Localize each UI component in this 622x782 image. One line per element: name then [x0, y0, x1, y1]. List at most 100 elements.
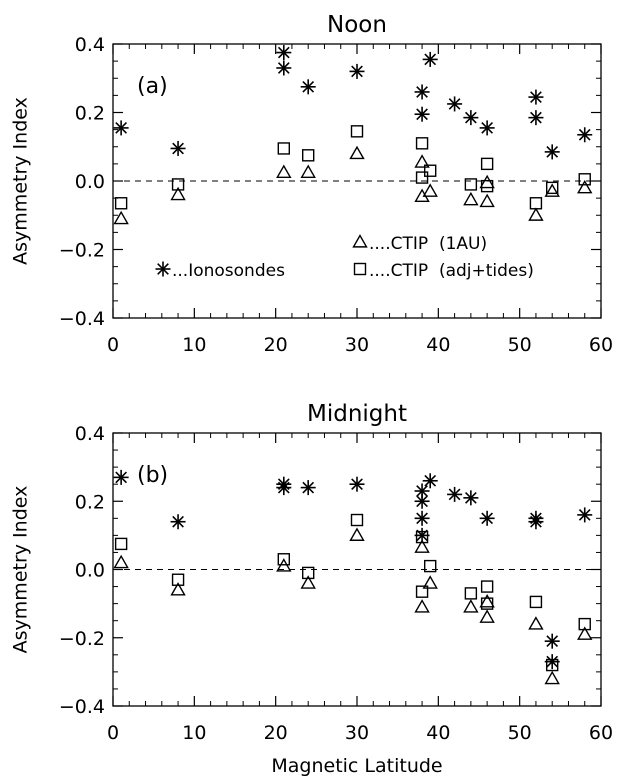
square-point — [480, 157, 494, 171]
data-points — [113, 45, 593, 225]
x-tick-label: 60 — [589, 334, 613, 356]
square-point — [546, 181, 559, 195]
triangle-point — [414, 539, 430, 553]
legend-label-ctip-1au: ....CTIP (1AU) — [369, 234, 487, 254]
triangle-point — [414, 599, 430, 613]
triangle-point — [300, 164, 316, 179]
square-point — [480, 580, 494, 593]
square-point — [302, 149, 315, 162]
legend-asterisk-symbol — [155, 261, 171, 277]
asterisk-point — [349, 476, 365, 492]
panel-noon: Noon Asymmetry Index (a) 0 10 20 30 40 50 60 0.… — [10, 12, 614, 356]
square-point — [171, 573, 185, 586]
triangle-point — [170, 582, 186, 596]
square-point — [480, 179, 494, 193]
panel-midnight: Midnight Asymmetry Index Magnetic Latitu… — [10, 401, 614, 777]
square-point — [415, 530, 429, 544]
asterisk-point — [544, 633, 560, 649]
triangle-point — [414, 154, 430, 168]
triangle-point — [463, 599, 479, 613]
asterisk-point — [463, 490, 479, 506]
asterisk-point — [414, 493, 430, 509]
y-tick-label: −0.4 — [59, 696, 105, 718]
y-tick-label: 0.2 — [75, 103, 105, 125]
triangle-point — [577, 626, 593, 640]
asterisk-point — [479, 120, 495, 136]
y-tick-label: 0.4 — [75, 423, 105, 445]
square-point — [464, 178, 478, 191]
square-point — [277, 142, 290, 155]
x-tick-label: 0 — [107, 334, 119, 356]
legend-entry-ctip-1au: ....CTIP (1AU) — [352, 234, 487, 254]
asterisk-point — [544, 144, 560, 160]
square-point — [424, 164, 437, 177]
x-tick-label: 60 — [589, 722, 613, 744]
asterisk-point — [447, 486, 463, 502]
triangle-point — [544, 183, 560, 197]
y-tick-label: 0.2 — [75, 491, 105, 513]
asterisk-point — [479, 510, 495, 526]
x-tick-label: 50 — [508, 334, 532, 356]
asterisk-point — [300, 480, 316, 496]
square-point — [529, 595, 543, 609]
panel-title: Midnight — [307, 401, 407, 427]
x-tick-label: 20 — [264, 722, 288, 744]
legend-label-ctip-adj-tides: ....CTIP (adj+tides) — [369, 261, 534, 281]
y-tick-label: 0.0 — [75, 560, 105, 582]
asterisk-point — [276, 60, 292, 76]
x-axis-label: Magnetic Latitude — [271, 755, 442, 777]
legend-square-symbol — [353, 262, 367, 276]
asterisk-point — [528, 89, 544, 105]
asterisk-point — [414, 84, 430, 100]
asterisk-point — [577, 127, 593, 143]
x-tick-label: 40 — [426, 722, 450, 744]
legend-label-ionosondes: ...Ionosondes — [172, 261, 285, 281]
legend-square-marker — [353, 262, 367, 276]
asterisk-point — [414, 510, 430, 526]
triangle-point — [276, 164, 292, 179]
triangle-point — [113, 210, 129, 225]
y-axis-label: Asymmetry Index — [10, 97, 32, 265]
triangle-point — [479, 193, 495, 208]
asterisk-point — [113, 120, 129, 136]
square-point — [350, 125, 364, 138]
square-point — [546, 658, 559, 672]
x-tick-label: 10 — [182, 722, 206, 744]
asterisk-point — [170, 140, 186, 156]
panel-label: (b) — [137, 463, 168, 488]
triangle-point — [528, 616, 544, 630]
x-tick-label: 0 — [107, 722, 119, 744]
triangle-point — [479, 594, 495, 608]
asterisk-point — [463, 110, 479, 126]
legend-entry-ctip-adj-tides: ....CTIP (adj+tides) — [353, 261, 534, 281]
triangle-point — [544, 670, 560, 685]
asterisk-point — [170, 514, 186, 530]
triangle-point — [422, 575, 438, 589]
y-tick-label: 0.4 — [75, 34, 105, 56]
asterisk-point — [414, 106, 430, 122]
square-point — [415, 137, 429, 150]
asterisk-point — [528, 110, 544, 126]
triangle-point — [349, 527, 365, 541]
legend-asterisk-marker — [155, 261, 171, 277]
legend: ...Ionosondes ....CTIP (1AU) ....CTIP (a… — [155, 234, 534, 281]
triangle-point — [528, 207, 544, 221]
square-point — [464, 587, 478, 600]
asterisk-point — [528, 514, 544, 530]
asterisk-point — [577, 507, 593, 523]
square-point — [578, 173, 591, 186]
panel-title: Noon — [327, 12, 387, 38]
triangle-point — [479, 174, 495, 189]
square-point — [480, 597, 494, 610]
asterisk-point — [276, 480, 292, 496]
panel-label: (a) — [137, 74, 168, 99]
asterisk-point — [349, 63, 365, 79]
triangle-point — [479, 609, 495, 623]
x-tick-label: 30 — [345, 722, 369, 744]
asterisk-point — [422, 473, 438, 489]
asterisk-point — [422, 51, 438, 67]
triangle-point — [113, 554, 129, 569]
y-tick-label: −0.2 — [59, 240, 105, 262]
x-tick-label: 50 — [508, 722, 532, 744]
